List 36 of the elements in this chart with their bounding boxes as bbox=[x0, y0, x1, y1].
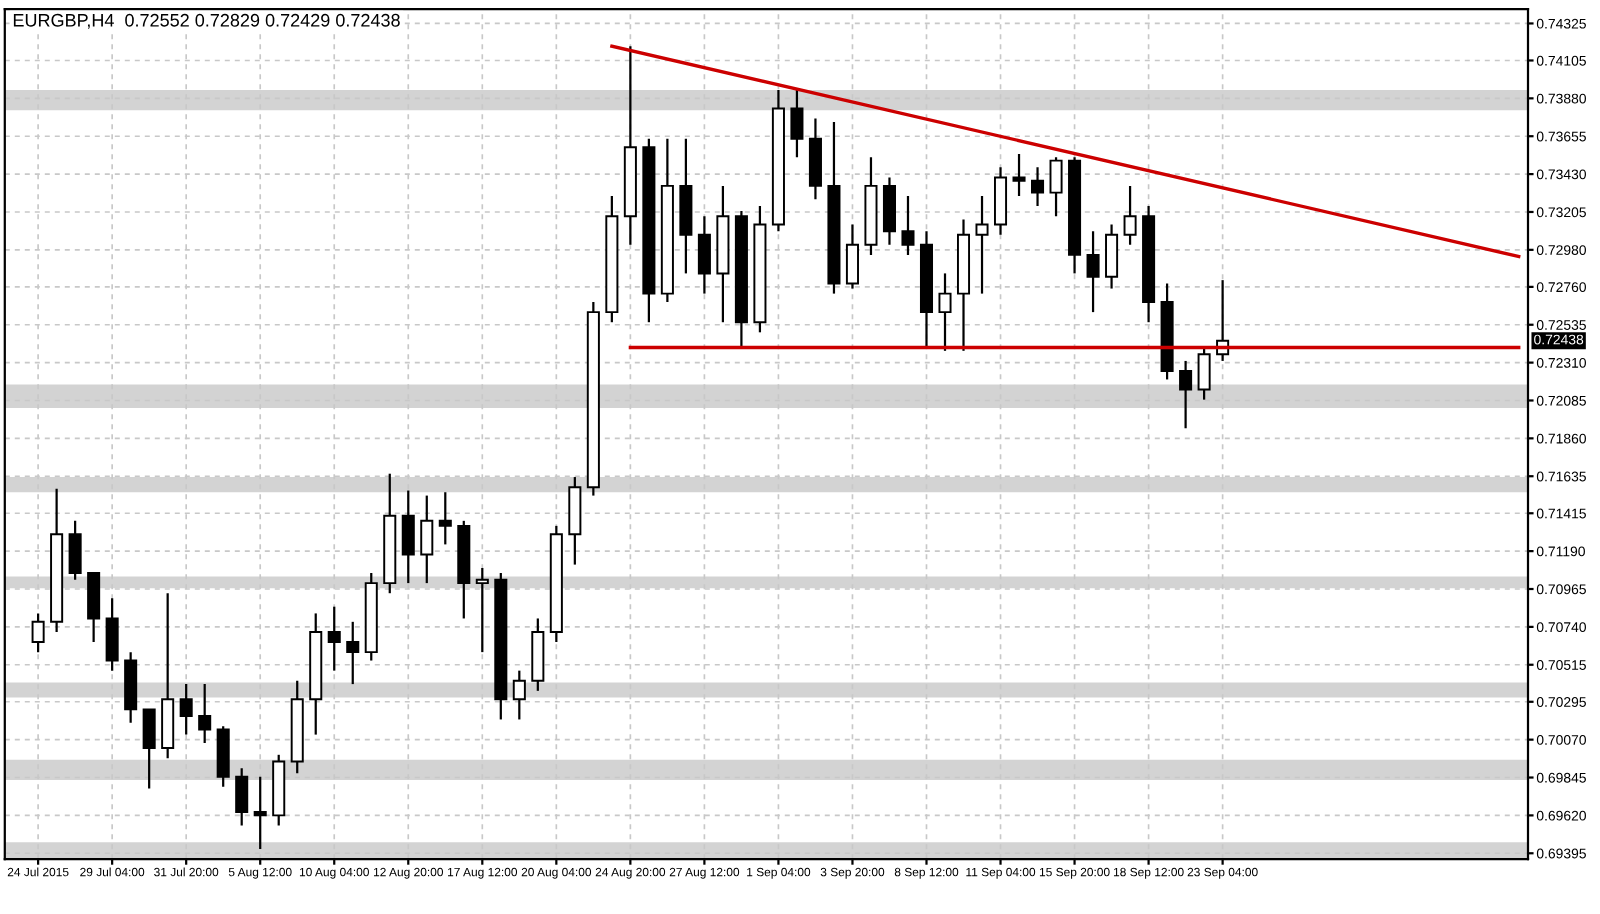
candlestick bbox=[401, 489, 415, 585]
candlestick bbox=[346, 620, 360, 686]
candlestick bbox=[420, 494, 434, 585]
candlestick bbox=[901, 194, 915, 256]
candlestick bbox=[882, 176, 896, 246]
candlestick bbox=[568, 475, 582, 566]
candlestick bbox=[1179, 359, 1193, 430]
candlestick bbox=[512, 669, 526, 721]
candlestick bbox=[87, 571, 101, 644]
candlestick bbox=[475, 566, 489, 654]
candlestick bbox=[975, 194, 989, 295]
candlestick bbox=[1031, 166, 1045, 208]
candlestick bbox=[790, 87, 804, 159]
candlestick bbox=[68, 519, 82, 581]
candlestick bbox=[198, 683, 212, 745]
candlestick bbox=[216, 725, 230, 788]
candlestick bbox=[697, 215, 711, 295]
candlestick bbox=[235, 767, 249, 827]
candlestick bbox=[1086, 230, 1100, 314]
candlestick bbox=[845, 223, 859, 290]
candlestick bbox=[1105, 223, 1119, 290]
candlestick bbox=[938, 272, 952, 352]
candlestick bbox=[1197, 346, 1211, 401]
candlestick bbox=[253, 775, 267, 851]
candlestick bbox=[142, 708, 156, 790]
candlestick bbox=[327, 605, 341, 672]
candlestick bbox=[31, 612, 45, 654]
candlestick bbox=[808, 117, 822, 201]
candlestick bbox=[1123, 184, 1137, 246]
candlestick bbox=[438, 491, 452, 546]
candlestick bbox=[994, 166, 1008, 236]
candlestick bbox=[179, 683, 193, 736]
candlestick bbox=[105, 597, 119, 672]
candlestick bbox=[1049, 156, 1063, 218]
chart-title: EURGBP,H4 0.72552 0.72829 0.72429 0.72438 bbox=[13, 13, 400, 29]
candlestick bbox=[1012, 152, 1026, 198]
